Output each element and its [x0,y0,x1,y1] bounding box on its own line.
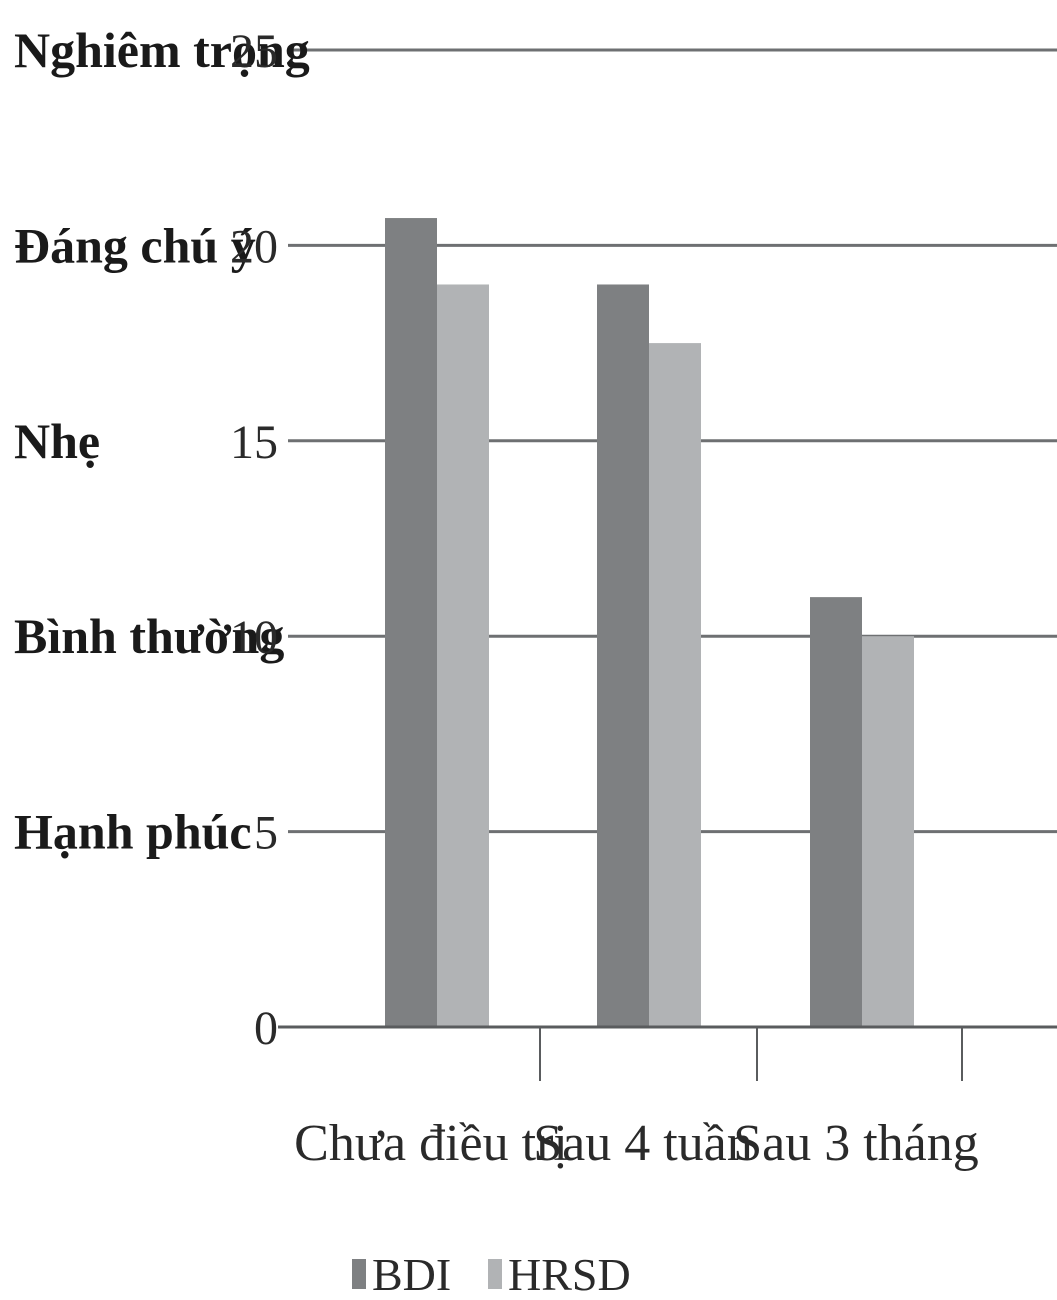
y-tick-label: 5 [254,807,278,860]
severity-label: Nhẹ [14,413,100,469]
y-tick-label: 15 [230,416,278,469]
bar-bdi [810,597,862,1027]
category-label: Sau 4 tuần [533,1115,753,1172]
bar-bdi [385,218,437,1027]
legend-swatch-hrsd [488,1259,502,1289]
bars [385,218,914,1028]
legend-swatch-bdi [352,1259,366,1289]
y-tick-label: 10 [230,611,278,664]
category-label: Chưa điều trị [294,1115,568,1172]
y-axis-ticks: 0 5 10 15 20 25 [230,25,278,1055]
y-tick-label: 25 [230,25,278,78]
bar-hrsd [862,636,914,1027]
severity-label: Bình thường [14,608,284,664]
bar-hrsd [437,284,489,1028]
bar-bdi [597,284,649,1028]
legend: BDI HRSD [352,1249,631,1300]
legend-label-hrsd: HRSD [508,1249,631,1300]
legend-label-bdi: BDI [372,1249,451,1300]
category-label: Sau 3 tháng [733,1115,979,1172]
bar-hrsd [649,343,701,1028]
severity-label: Nghiêm trọng [14,22,310,78]
severity-labels: Nghiêm trọng Đáng chú ý Nhẹ Bình thường Hạnh… [14,22,310,860]
y-tick-label: 20 [230,220,278,273]
y-tick-label: 0 [254,1002,278,1055]
severity-label: Hạnh phúc [14,804,252,860]
severity-label: Đáng chú ý [14,217,256,273]
